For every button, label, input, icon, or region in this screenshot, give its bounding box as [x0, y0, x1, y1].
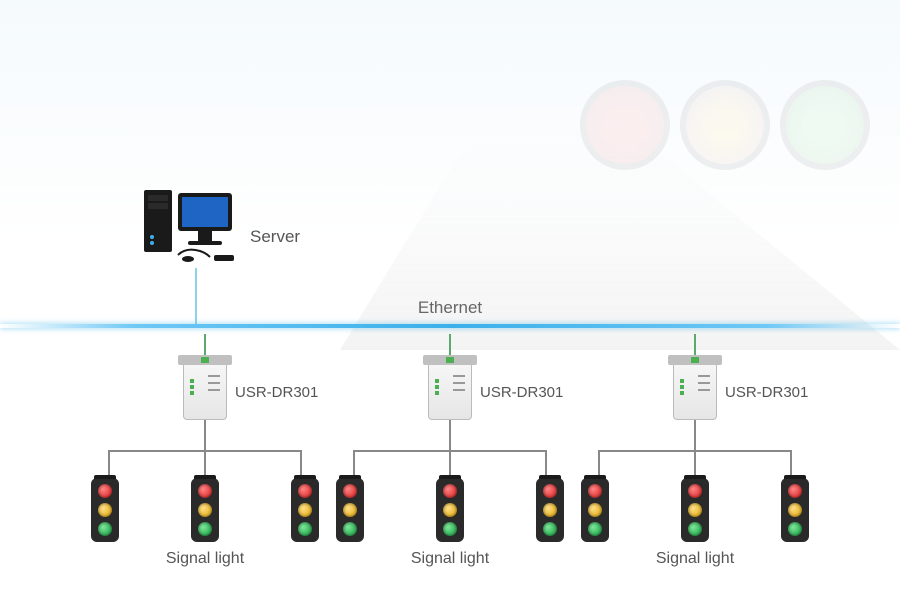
traffic-light-icon [91, 478, 119, 542]
server-label: Server [250, 227, 300, 247]
signal-light-label: Signal light [85, 550, 325, 568]
device-leds [190, 379, 194, 395]
device-drop-line [449, 420, 451, 450]
green-lamp [543, 522, 557, 536]
device-leds [435, 379, 439, 395]
traffic-light-row [330, 478, 570, 542]
traffic-light-icon [536, 478, 564, 542]
red-lamp [588, 484, 602, 498]
green-lamp [588, 522, 602, 536]
green-lamp [688, 522, 702, 536]
yellow-lamp [198, 503, 212, 517]
serial-server-device [428, 360, 472, 420]
device-drop-line [694, 420, 696, 450]
green-lamp [298, 522, 312, 536]
ethernet-label: Ethernet [0, 298, 900, 318]
signal-light-label: Signal light [575, 550, 815, 568]
green-lamp [343, 522, 357, 536]
device-label: USR-DR301 [480, 384, 563, 401]
traffic-light-icon [781, 478, 809, 542]
device-drop-line [204, 420, 206, 450]
traffic-light-icon [581, 478, 609, 542]
traffic-light-icon [681, 478, 709, 542]
traffic-light-icon [336, 478, 364, 542]
branch-line [300, 450, 302, 478]
traffic-light-row [575, 478, 815, 542]
red-lamp [98, 484, 112, 498]
branch-line [790, 450, 792, 478]
yellow-lamp [688, 503, 702, 517]
branch-line [449, 450, 451, 478]
branch-line [545, 450, 547, 478]
branch-line [108, 450, 110, 478]
red-lamp [443, 484, 457, 498]
device-marks [208, 375, 220, 391]
background-circular-lights [580, 80, 870, 170]
green-lamp [98, 522, 112, 536]
server-node: Server [140, 185, 260, 270]
serial-server-device [183, 360, 227, 420]
ethernet-port-icon [446, 357, 454, 363]
ethernet-bus [0, 324, 900, 328]
red-lamp [688, 484, 702, 498]
yellow-lamp [98, 503, 112, 517]
yellow-lamp [588, 503, 602, 517]
green-lamp [788, 522, 802, 536]
branch-line [694, 450, 696, 478]
yellow-lamp [443, 503, 457, 517]
red-lamp [298, 484, 312, 498]
traffic-light-icon [291, 478, 319, 542]
branch-line [353, 450, 355, 478]
green-lamp [443, 522, 457, 536]
ethernet-port-icon [201, 357, 209, 363]
traffic-light-icon [191, 478, 219, 542]
red-lamp [788, 484, 802, 498]
traffic-light-icon [436, 478, 464, 542]
server-icon [140, 185, 240, 265]
red-lamp [198, 484, 212, 498]
yellow-lamp [343, 503, 357, 517]
yellow-lamp [788, 503, 802, 517]
branch-line [598, 450, 600, 478]
yellow-lamp [543, 503, 557, 517]
red-lamp [543, 484, 557, 498]
traffic-light-row [85, 478, 325, 542]
yellow-lamp [298, 503, 312, 517]
device-label: USR-DR301 [725, 384, 808, 401]
serial-server-device [673, 360, 717, 420]
branch-line [204, 450, 206, 478]
device-label: USR-DR301 [235, 384, 318, 401]
device-leds [680, 379, 684, 395]
device-marks [698, 375, 710, 391]
ethernet-port-icon [691, 357, 699, 363]
red-lamp [343, 484, 357, 498]
device-marks [453, 375, 465, 391]
green-lamp [198, 522, 212, 536]
signal-light-label: Signal light [330, 550, 570, 568]
